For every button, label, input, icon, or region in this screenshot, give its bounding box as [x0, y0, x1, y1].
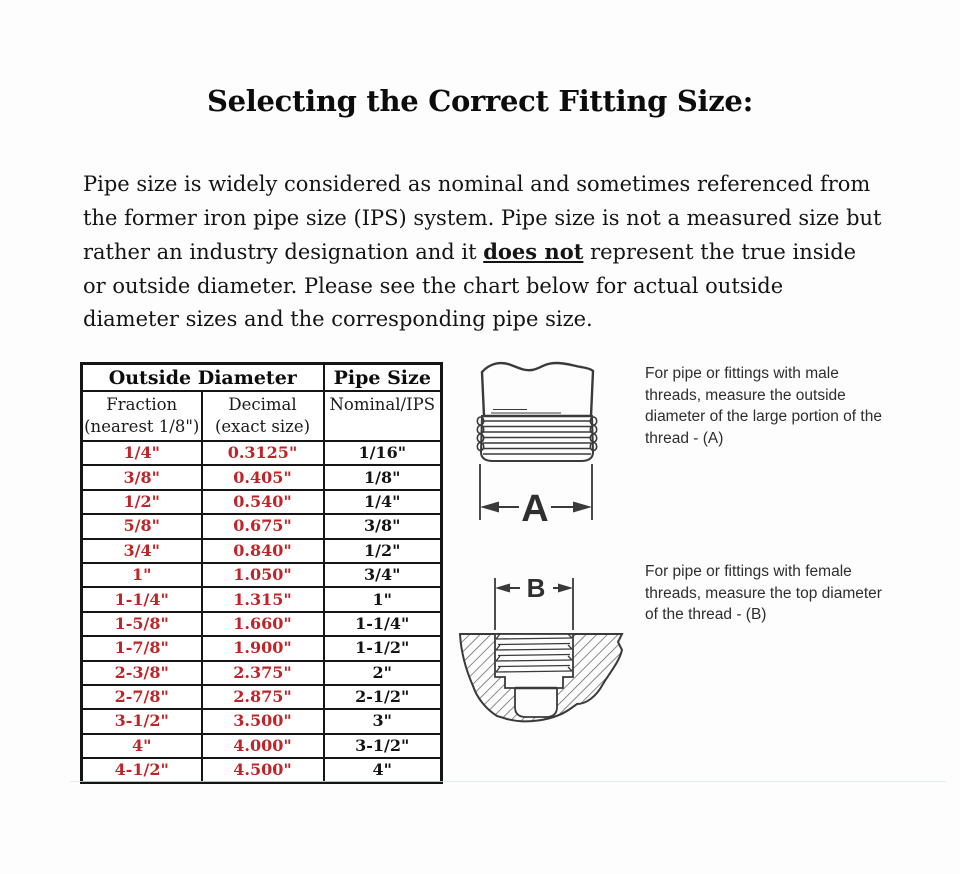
- decimal-cell: 3.500": [200, 708, 325, 735]
- table-row: 5/8" 0.675" 3/8": [80, 513, 443, 540]
- thread-block-outline: [479, 415, 595, 462]
- decimal-cell: 4.000": [200, 732, 325, 760]
- table-row: 4-1/2" 4.500" 4": [80, 757, 443, 784]
- table-header-row-1: Outside Diameter Pipe Size: [80, 362, 443, 392]
- female-thread-lines: [495, 633, 573, 673]
- pipe-size-cell: 2-1/2": [322, 683, 443, 711]
- pipe-size-cell: 3/8": [322, 513, 443, 540]
- pipe-size-cell: 3-1/2": [322, 732, 443, 760]
- dimension-label-a: A: [521, 488, 548, 528]
- female-thread-diagram: B: [458, 573, 624, 723]
- decimal-cell: 0.675": [200, 513, 325, 540]
- table-header: Outside Diameter Pipe Size Fraction (near…: [80, 362, 443, 442]
- thread-side-loops: [476, 416, 598, 452]
- decimal-cell: 0.540": [200, 488, 325, 516]
- pipe-size-cell: 1/2": [322, 537, 443, 564]
- table-row: 4" 4.000" 3-1/2": [80, 732, 443, 760]
- intro-text-part1: Pipe size is widely considered as nomina…: [83, 172, 882, 264]
- female-thread-caption: For pipe or fittings with female threads…: [645, 563, 882, 623]
- fraction-cell: 4-1/2": [80, 757, 203, 784]
- table-row: 1-5/8" 1.660" 1-1/4": [80, 610, 443, 638]
- fraction-cell: 3-1/2": [80, 708, 203, 735]
- decimal-cell: 1.050": [200, 561, 325, 589]
- pipe-size-cell: 1/8": [322, 464, 443, 491]
- pipe-size-cell: 1/4": [322, 488, 443, 516]
- decimal-subheader: Decimal (exact size): [200, 390, 325, 442]
- male-thread-diagram: A: [476, 361, 598, 528]
- dimension-label-b: B: [527, 573, 546, 603]
- intro-text-part2: represent the true inside or outside dia…: [83, 240, 857, 331]
- pipe-size-table: Outside Diameter Pipe Size Fraction (near…: [80, 362, 443, 785]
- decimal-cell: 1.900": [200, 635, 325, 662]
- table-row: 1" 1.050" 3/4": [80, 561, 443, 589]
- fraction-cell: 1-5/8": [80, 610, 203, 638]
- scan-artifact-line: [70, 781, 946, 782]
- pipe-size-cell: 3": [322, 708, 443, 735]
- fraction-cell: 3/4": [80, 537, 203, 564]
- pipe-size-cell: 1-1/4": [322, 610, 443, 638]
- arrowhead-right-icon: [558, 583, 573, 593]
- fraction-cell: 1-1/4": [80, 586, 203, 613]
- decimal-cell: 1.660": [200, 610, 325, 638]
- pipe-size-cell: 2": [322, 659, 443, 686]
- table-row: 1-1/4" 1.315" 1": [80, 586, 443, 613]
- table-body: 1/4" 0.3125" 1/16" 3/8" 0.405" 1/8" 1/2" 0.54…: [80, 439, 443, 784]
- decimal-cell: 0.3125": [200, 439, 325, 467]
- arrowhead-left-icon: [495, 583, 510, 593]
- decimal-cell: 2.375": [200, 659, 325, 686]
- pipe-size-header: Pipe Size: [322, 362, 443, 392]
- fraction-subheader: Fraction (nearest 1/8"): [80, 390, 203, 442]
- male-thread-caption: For pipe or fittings with male threads, …: [645, 365, 882, 447]
- pipe-size-cell: 1/16": [322, 439, 443, 467]
- table-row: 3-1/2" 3.500" 3": [80, 708, 443, 735]
- fraction-cell: 1/4": [80, 439, 203, 467]
- decimal-cell: 2.875": [200, 683, 325, 711]
- table-row: 3/8" 0.405" 1/8": [80, 464, 443, 491]
- extension-lines-b: [494, 578, 574, 630]
- intro-paragraph: Pipe size is widely considered as nomina…: [83, 168, 883, 337]
- pipe-size-cell: 3/4": [322, 561, 443, 589]
- decimal-cell: 1.315": [200, 586, 325, 613]
- fraction-cell: 2-3/8": [80, 659, 203, 686]
- pipe-size-cell: 4": [322, 757, 443, 784]
- thread-runout-lines: [491, 408, 561, 414]
- intro-emphasis-does-not: does not: [483, 239, 584, 264]
- outside-diameter-header: Outside Diameter: [80, 362, 325, 392]
- fraction-cell: 3/8": [80, 464, 203, 491]
- arrowhead-left-icon: [480, 501, 499, 513]
- fraction-cell: 5/8": [80, 513, 203, 540]
- table-header-row-2: Fraction (nearest 1/8") Decimal (exact siz…: [80, 390, 443, 442]
- fraction-cell: 4": [80, 732, 203, 760]
- decimal-cell: 0.405": [200, 464, 325, 491]
- fraction-cell: 1-7/8": [80, 635, 203, 662]
- fraction-cell: 2-7/8": [80, 683, 203, 711]
- extension-lines-a: [479, 464, 593, 520]
- thread-lines: [483, 420, 591, 455]
- page-title: Selecting the Correct Fitting Size:: [207, 84, 753, 118]
- table-row: 1/4" 0.3125" 1/16": [80, 439, 443, 467]
- nominal-subheader: Nominal/IPS: [322, 390, 443, 442]
- table-row: 1-7/8" 1.900" 1-1/2": [80, 635, 443, 662]
- table-row: 2-3/8" 2.375" 2": [80, 659, 443, 686]
- fraction-cell: 1": [80, 561, 203, 589]
- table-row: 3/4" 0.840" 1/2": [80, 537, 443, 564]
- pipe-body-outline: [480, 361, 595, 418]
- pipe-size-cell: 1-1/2": [322, 635, 443, 662]
- pipe-size-cell: 1": [322, 586, 443, 613]
- decimal-cell: 4.500": [200, 757, 325, 784]
- fraction-cell: 1/2": [80, 488, 203, 516]
- table-row: 2-7/8" 2.875" 2-1/2": [80, 683, 443, 711]
- table-row: 1/2" 0.540" 1/4": [80, 488, 443, 516]
- decimal-cell: 0.840": [200, 537, 325, 564]
- arrowhead-right-icon: [573, 501, 592, 513]
